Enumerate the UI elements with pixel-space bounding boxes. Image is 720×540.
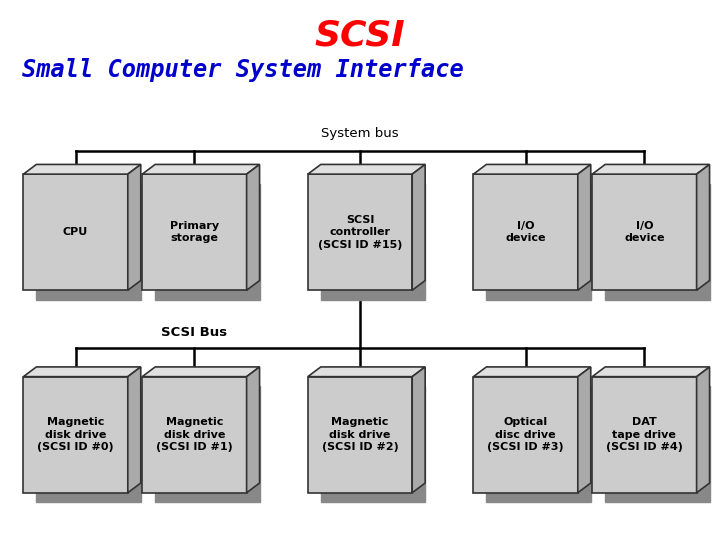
- Polygon shape: [321, 184, 425, 300]
- Polygon shape: [308, 164, 425, 174]
- Text: Magnetic
disk drive
(SCSI ID #2): Magnetic disk drive (SCSI ID #2): [322, 417, 398, 452]
- Polygon shape: [23, 164, 141, 174]
- Polygon shape: [128, 367, 141, 492]
- Text: System bus: System bus: [321, 127, 399, 140]
- Text: Primary
storage: Primary storage: [170, 221, 219, 244]
- Polygon shape: [487, 184, 590, 300]
- Polygon shape: [474, 367, 590, 377]
- Polygon shape: [321, 387, 425, 502]
- Polygon shape: [156, 387, 260, 502]
- Polygon shape: [593, 377, 697, 492]
- Polygon shape: [308, 174, 412, 291]
- Polygon shape: [474, 174, 577, 291]
- Polygon shape: [697, 367, 710, 492]
- Text: I/O
device: I/O device: [505, 221, 546, 244]
- Text: SCSI
controller
(SCSI ID #15): SCSI controller (SCSI ID #15): [318, 215, 402, 249]
- Polygon shape: [156, 184, 260, 300]
- Text: Magnetic
disk drive
(SCSI ID #0): Magnetic disk drive (SCSI ID #0): [37, 417, 114, 452]
- Polygon shape: [412, 367, 425, 492]
- Polygon shape: [128, 164, 141, 291]
- Polygon shape: [577, 367, 590, 492]
- Text: SCSI: SCSI: [315, 18, 405, 52]
- Polygon shape: [246, 164, 260, 291]
- Polygon shape: [246, 367, 260, 492]
- Polygon shape: [474, 164, 590, 174]
- Polygon shape: [593, 164, 710, 174]
- Polygon shape: [143, 164, 260, 174]
- Text: Small Computer System Interface: Small Computer System Interface: [22, 58, 464, 82]
- Polygon shape: [593, 367, 710, 377]
- Polygon shape: [23, 174, 128, 291]
- Polygon shape: [412, 164, 425, 291]
- Polygon shape: [23, 377, 128, 492]
- Polygon shape: [697, 164, 710, 291]
- Polygon shape: [593, 174, 697, 291]
- Polygon shape: [474, 377, 577, 492]
- Polygon shape: [487, 387, 590, 502]
- Polygon shape: [143, 377, 246, 492]
- Polygon shape: [143, 174, 246, 291]
- Text: SCSI Bus: SCSI Bus: [161, 326, 228, 339]
- Polygon shape: [23, 367, 141, 377]
- Text: Optical
disc drive
(SCSI ID #3): Optical disc drive (SCSI ID #3): [487, 417, 564, 452]
- Polygon shape: [36, 184, 141, 300]
- Polygon shape: [308, 377, 412, 492]
- Polygon shape: [36, 387, 141, 502]
- Polygon shape: [143, 367, 260, 377]
- Polygon shape: [308, 367, 425, 377]
- Polygon shape: [605, 184, 710, 300]
- Polygon shape: [605, 387, 710, 502]
- Text: I/O
device: I/O device: [624, 221, 665, 244]
- Text: DAT
tape drive
(SCSI ID #4): DAT tape drive (SCSI ID #4): [606, 417, 683, 452]
- Text: CPU: CPU: [63, 227, 89, 237]
- Text: Magnetic
disk drive
(SCSI ID #1): Magnetic disk drive (SCSI ID #1): [156, 417, 233, 452]
- Polygon shape: [577, 164, 590, 291]
